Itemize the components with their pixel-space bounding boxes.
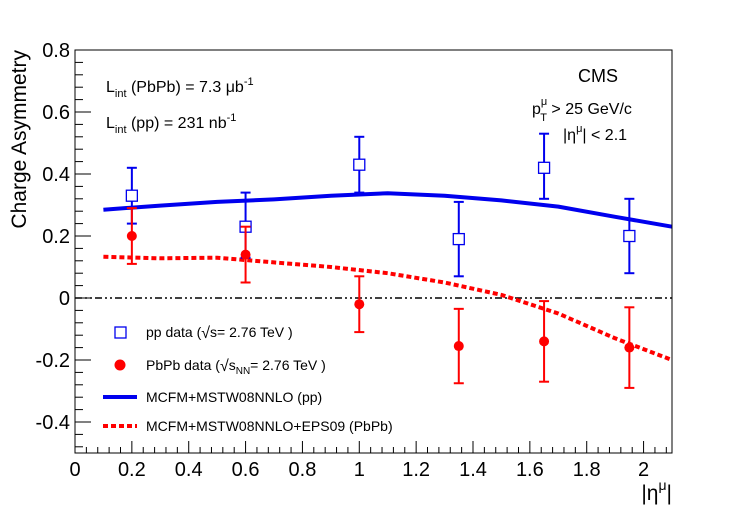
lumi-pbpb-sub: int xyxy=(115,88,127,100)
eta-cut-post: | < 2.1 xyxy=(582,127,627,144)
experiment-label: CMS xyxy=(578,66,618,86)
x-tick-label: 1.6 xyxy=(516,459,544,481)
y-tick-label: 0.2 xyxy=(42,226,70,248)
sqrt-subscript: NN xyxy=(236,366,250,377)
pbpb-filled-circle-marker xyxy=(126,231,137,241)
data-points xyxy=(125,132,636,389)
x-axis-title: |ημ| xyxy=(641,477,672,505)
pp-open-square-marker xyxy=(537,161,551,174)
pp-open-square-marker xyxy=(623,229,636,243)
pbpb-data-point xyxy=(539,300,550,383)
lumi-pbpb-prefix: L xyxy=(106,79,115,96)
legend-entry-pp-theory: MCFM+MSTW08NNLO (pp) xyxy=(103,389,322,405)
legend-open-square-marker xyxy=(114,326,127,339)
y-tick-label: -0.2 xyxy=(36,350,70,372)
pp-data-point xyxy=(452,200,465,278)
lumi-pp-text: (pp) = 231 nb xyxy=(127,115,227,132)
pt-cut-sub: T xyxy=(540,112,547,124)
legend-entry-pp-data: pp data (√s= 2.76 TeV ) xyxy=(114,324,293,342)
legend-entry-pbpb-data: PbPb data (√sNN= 2.76 TeV ) xyxy=(114,357,326,377)
legend-entry-pbpb-theory: MCFM+MSTW08NNLO+EPS09 (PbPb) xyxy=(103,418,393,434)
lumi-pbpb-annotation: Lint (PbPb) = 7.3 μb-1 xyxy=(106,76,254,100)
legend: pp data (√s= 2.76 TeV ) PbPb data (√sNN=… xyxy=(103,324,393,434)
legend-pp-theory-label: MCFM+MSTW08NNLO (pp) xyxy=(146,389,322,405)
pt-cut-prefix: p xyxy=(532,101,541,118)
lumi-pp-prefix: L xyxy=(106,115,115,132)
axis-tick-labels: 0 0.2 0.4 0.6 0.8 1 1.2 1.4 1.6 1.8 2 -0.4 -0.2 0 0.2 0… xyxy=(36,40,650,481)
sqrt-radicand: s xyxy=(229,357,236,373)
pbpb-filled-circle-marker xyxy=(240,249,251,260)
lumi-pp-annotation: Lint (pp) = 231 nb-1 xyxy=(106,112,236,136)
eta-cut-pre: |η xyxy=(563,127,576,144)
y-tick-label: -0.4 xyxy=(36,412,70,434)
pbpb-data-point xyxy=(126,207,137,265)
pt-cut-sup: μ xyxy=(541,96,547,108)
pt-cut-text: > 25 GeV/c xyxy=(547,101,632,118)
pp-data-point xyxy=(537,132,551,200)
pbpb-filled-circle-marker xyxy=(624,342,635,353)
x-tick-label: 1 xyxy=(354,459,365,481)
pbpb-filled-circle-marker xyxy=(539,336,550,347)
y-tick-label: 0.6 xyxy=(42,102,70,124)
pbpb-data-point xyxy=(624,306,635,389)
pbpb-data-point xyxy=(240,225,251,284)
x-tick-label: 0.8 xyxy=(289,459,317,481)
y-tick-label: 0.8 xyxy=(42,40,70,62)
sqrt-sign: √ xyxy=(220,358,229,375)
lumi-pp-sub: int xyxy=(115,124,127,136)
sqrt-radicand: s xyxy=(210,324,217,340)
pbpb-filled-circle-marker xyxy=(453,341,464,352)
theory-curves xyxy=(103,191,673,362)
legend-filled-circle-marker xyxy=(114,359,126,371)
pp-data-point xyxy=(623,197,636,275)
pp-open-square-marker xyxy=(353,158,366,171)
sqrt-sign: √ xyxy=(201,325,210,342)
pp-open-square-marker xyxy=(452,232,465,246)
eta-cut-annotation: |ημ| < 2.1 xyxy=(563,123,627,144)
lumi-pbpb-text: (PbPb) = 7.3 μb xyxy=(127,79,244,96)
plot-frame xyxy=(74,49,673,454)
x-tick-label: 1.2 xyxy=(402,459,430,481)
x-tick-label: 0.4 xyxy=(175,459,203,481)
eta-cut-sup: μ xyxy=(576,123,582,135)
x-tick-label: 2 xyxy=(638,459,649,481)
pp-theory-curve xyxy=(103,191,673,229)
y-axis-title: Charge Asymmetry xyxy=(8,50,31,229)
x-tick-label: 1.8 xyxy=(573,459,601,481)
x-tick-label: 0.6 xyxy=(232,459,260,481)
legend-pp-data-label: pp data (√s= 2.76 TeV ) xyxy=(146,324,293,342)
pbpb-theory-curve xyxy=(103,254,673,362)
pbpb-filled-circle-marker xyxy=(354,299,365,310)
pbpb-data-point xyxy=(453,307,464,385)
pbpb-data-point xyxy=(354,275,365,334)
x-tick-label: 0 xyxy=(69,459,80,481)
lumi-pp-sup: -1 xyxy=(227,112,237,124)
axis-ticks xyxy=(74,49,667,453)
legend-pbpb-data-label: PbPb data (√sNN= 2.76 TeV ) xyxy=(146,357,326,377)
lumi-pbpb-sup: -1 xyxy=(244,76,254,88)
x-tick-label: 0.2 xyxy=(118,459,146,481)
pp-open-square-marker xyxy=(125,189,139,202)
y-tick-label: 0.4 xyxy=(42,164,70,186)
y-tick-label: 0 xyxy=(59,288,70,310)
legend-pbpb-theory-label: MCFM+MSTW08NNLO+EPS09 (PbPb) xyxy=(146,418,393,434)
pp-data-point xyxy=(353,135,366,194)
x-tick-label: 1.4 xyxy=(459,459,487,481)
pt-cut-annotation: pμ T > 25 GeV/c xyxy=(532,96,632,124)
